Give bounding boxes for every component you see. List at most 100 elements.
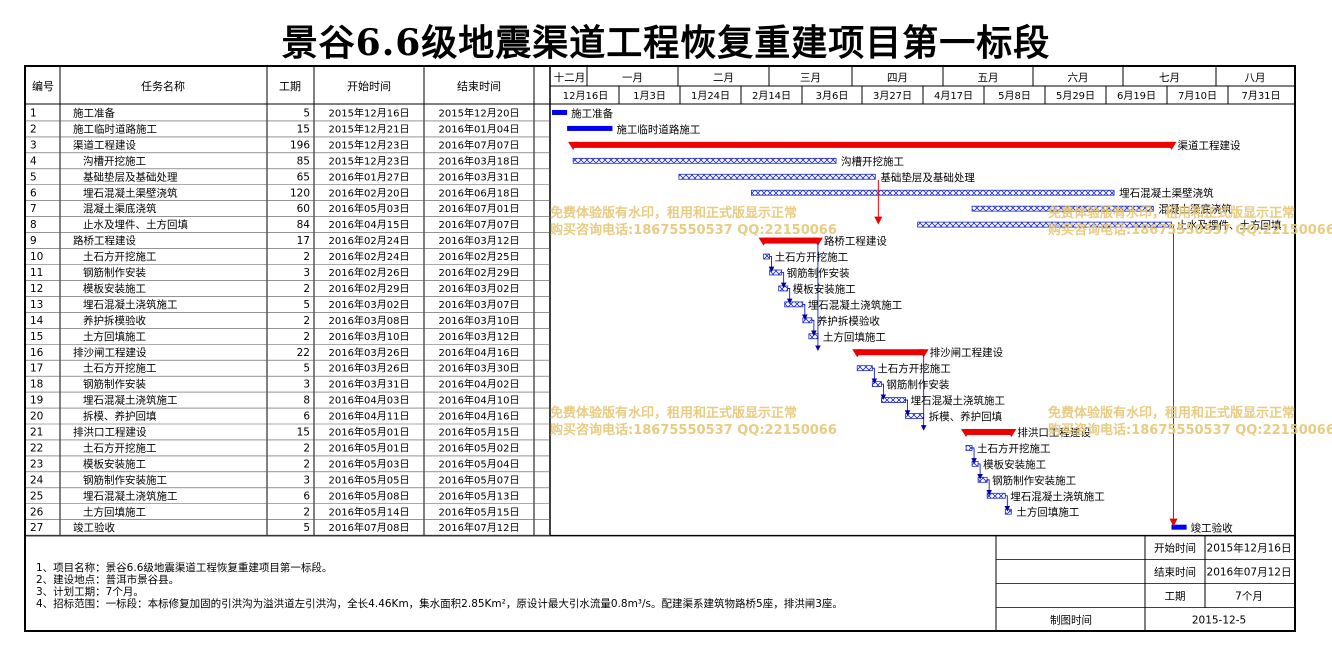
task-id: 15 [30,331,43,343]
dependency-link [986,479,992,496]
task-id: 19 [30,395,43,407]
note-2: 2、建设地点：普洱市景谷县。 [36,574,180,586]
task-id: 25 [30,490,43,502]
task-duration: 15 [297,123,310,135]
task-end: 2016年04月10日 [439,394,520,407]
subtask-bar [808,333,819,340]
task-duration: 6 [303,490,310,502]
bar-label: 土石方开挖施工 [877,362,951,375]
task-end: 2016年07月07日 [439,218,520,231]
watermark-line2: 购买咨询电话:18675550537 QQ:22150066 [550,223,837,238]
watermark-line1: 免费体验版有水印，租用和正式版显示正常 [1048,206,1296,221]
dependency-link [780,272,787,289]
bar-label: 排沙闸工程建设 [930,346,1004,359]
task-duration: 2 [303,283,310,295]
gantt-frame: 开始时间 2015年12月16日 结束时间 2016年07月12日 工期 7个月 制图时间 2… [24,65,1296,632]
task-id: 24 [30,474,44,486]
note-1: 1、项目名称：景谷6.6级地震渠道工程恢复重建项目第一标段。 [36,562,333,574]
month-label: 六月 [1068,72,1089,84]
bar-label: 施工临时道路施工 [616,123,700,136]
task-id: 26 [30,506,44,518]
bar-label: 钢筋制作安装 [787,266,850,279]
task-bar [567,125,613,131]
summary-start-label: 开始时间 [1154,542,1196,555]
dependency-link [802,303,808,321]
summary-bar [966,428,1012,435]
task-bar [1171,524,1187,530]
task-end: 2016年01月04日 [439,122,520,135]
subtask-bar [678,173,876,180]
task-name: 渠道工程建设 [73,138,136,151]
task-id: 8 [30,219,37,231]
task-name: 钢筋制作安装 [83,266,146,279]
task-id: 3 [30,139,37,151]
week-label: 3月27日 [873,90,912,102]
task-name: 止水及埋件、土方回填 [83,218,188,231]
task-duration: 3 [303,267,310,279]
summary-cap-left [852,349,863,358]
bar-label: 土方回填施工 [1016,506,1079,519]
task-end: 2016年03月30日 [439,362,520,375]
task-id: 2 [30,123,37,135]
task-end: 2016年02月25日 [439,250,520,263]
dependency-link [871,367,878,384]
month-label: 五月 [978,72,999,84]
dependency-link [1004,495,1011,512]
header-number: 编号 [32,79,54,93]
task-start: 2016年01月27日 [329,170,410,183]
subtask-bar [769,269,783,276]
task-end: 2016年05月15日 [439,426,520,439]
task-name: 排沙闸工程建设 [73,346,147,359]
task-name: 埋石混凝土浇筑施工 [83,489,178,502]
task-start: 2016年03月08日 [329,314,410,327]
bar-label: 排洪口工程建设 [1017,426,1091,439]
task-name: 基础垫层及基础处理 [83,170,178,183]
header-end: 结束时间 [457,80,501,93]
header-task-name: 任务名称 [141,79,185,93]
summary-drawn-label: 制图时间 [1050,614,1092,627]
task-start: 2015年12月21日 [329,122,410,135]
summary-cap-right [918,349,929,358]
month-label: 二月 [713,72,734,84]
task-end: 2016年05月02日 [439,441,520,454]
task-duration: 3 [303,379,310,391]
task-start: 2016年04月11日 [329,410,410,423]
task-id: 11 [30,267,43,279]
task-name: 土石方开挖施工 [83,250,157,263]
week-label: 5月29日 [1056,90,1095,102]
task-id: 20 [30,411,43,423]
task-id: 18 [30,379,43,391]
watermark-line1: 免费体验版有水印，租用和正式版显示正常 [550,206,798,221]
summary-bar [857,349,924,356]
summary-start-value: 2015年12月16日 [1207,542,1292,555]
bar-label: 土石方开挖施工 [775,251,849,264]
week-label: 5月8日 [998,90,1031,102]
task-duration: 196 [290,139,310,151]
task-name: 拆模、养护回填 [83,410,157,423]
task-name: 施工准备 [73,107,115,120]
task-name: 混凝土渠底浇筑 [83,202,157,215]
task-start: 2016年03月26日 [329,346,410,359]
watermark-line2: 购买咨询电话:18675550537 QQ:22150066 [1048,423,1332,438]
week-label: 4月17日 [934,90,973,102]
task-name: 钢筋制作安装 [83,378,146,391]
task-end: 2016年07月01日 [439,202,520,215]
task-duration: 85 [297,155,310,167]
task-id: 27 [30,522,43,534]
task-end: 2016年03月31日 [439,170,520,183]
task-bar [552,109,568,115]
week-label: 1月3日 [633,90,666,102]
task-end: 2016年07月07日 [439,138,520,151]
week-label: 7月31日 [1241,90,1280,102]
subtask-bar [802,317,813,324]
task-id: 1 [30,108,37,120]
task-id: 14 [30,315,44,327]
task-start: 2016年05月14日 [329,505,410,518]
week-label: 12月16日 [563,90,608,102]
month-label: 三月 [800,72,821,84]
bar-label: 埋石混凝土浇筑施工 [911,394,1006,407]
watermark-line2: 购买咨询电话:18675550537 QQ:22150066 [1048,223,1332,238]
task-name: 钢筋制作安装施工 [83,473,167,486]
